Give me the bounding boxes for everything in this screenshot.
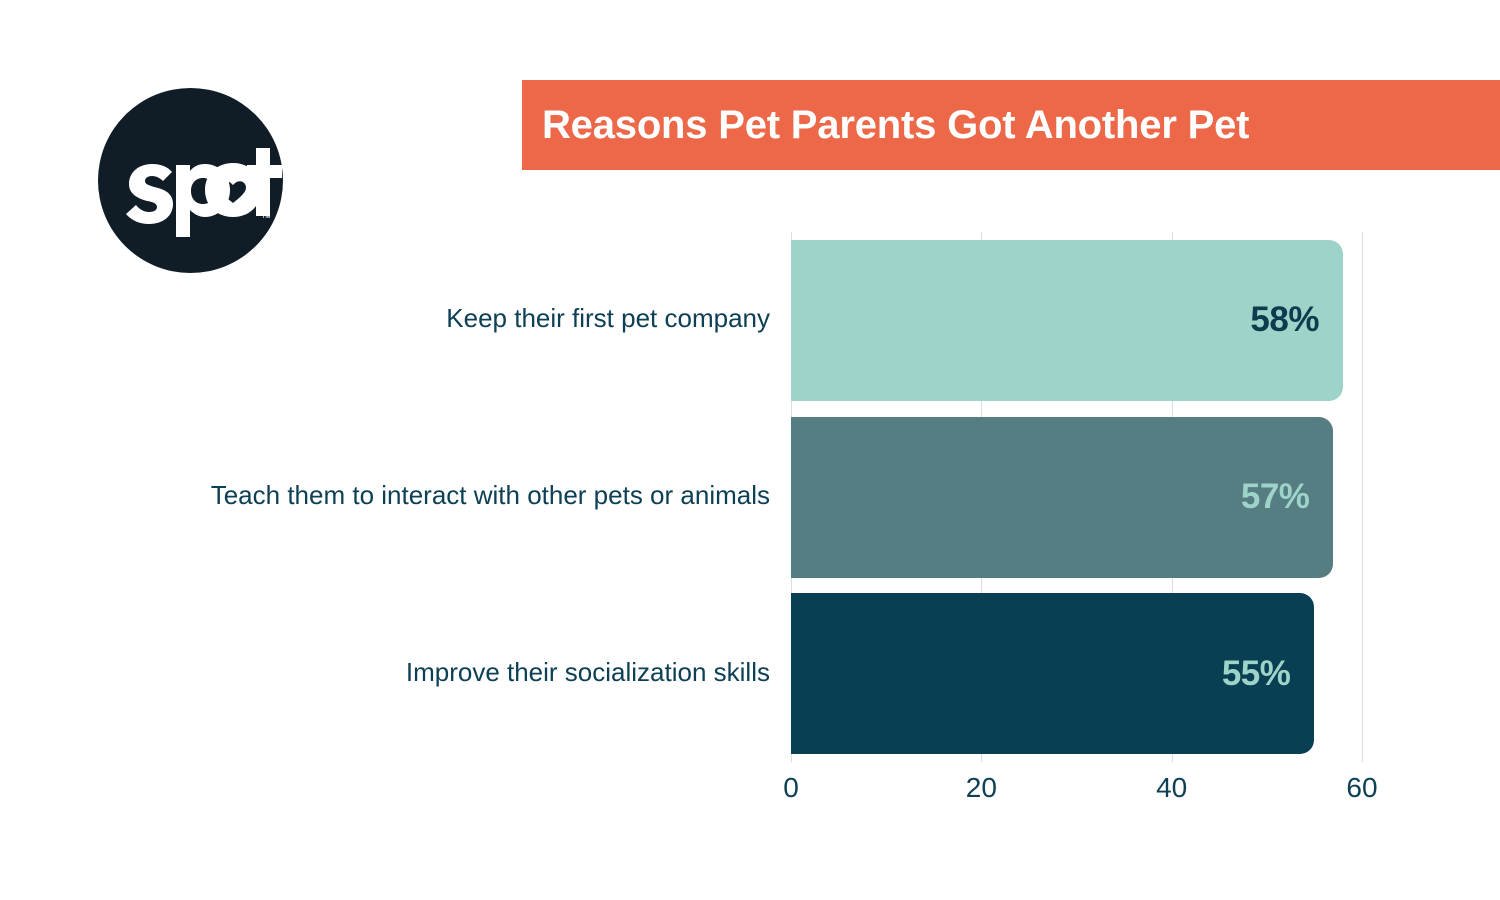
x-tick-40: 40 (1156, 772, 1188, 803)
bar[interactable]: 57% (791, 416, 1334, 578)
x-tick-20: 20 (965, 772, 997, 803)
bar-row[interactable]: 57% (791, 416, 1362, 578)
bar-value-label: 57% (1240, 477, 1310, 516)
bar[interactable]: 58% (791, 239, 1343, 401)
category-label: Improve their socialization skills (405, 656, 770, 687)
plot-area: 58% 57% 55% (791, 232, 1363, 762)
x-tick-60: 60 (1346, 772, 1378, 803)
bar-row[interactable]: 55% (791, 593, 1362, 755)
bar-value-label: 55% (1221, 653, 1291, 693)
bar-value-label: 58% (1250, 300, 1319, 340)
gridline-60 (1362, 232, 1363, 762)
title-banner: Reasons Pet Parents Got Another Pet (522, 80, 1500, 170)
page-title: Reasons Pet Parents Got Another Pet (542, 102, 1250, 147)
category-label: Teach them to interact with other pets o… (210, 480, 770, 510)
spot-wordmark-icon: ™ (126, 148, 282, 237)
category-label: Keep their first pet company (446, 303, 770, 334)
bar[interactable]: 55% (791, 593, 1315, 755)
trademark-symbol: ™ (261, 213, 271, 224)
spot-logo: ™ (98, 88, 283, 273)
x-tick-0: 0 (783, 772, 799, 803)
bar-row[interactable]: 58% (791, 239, 1362, 401)
